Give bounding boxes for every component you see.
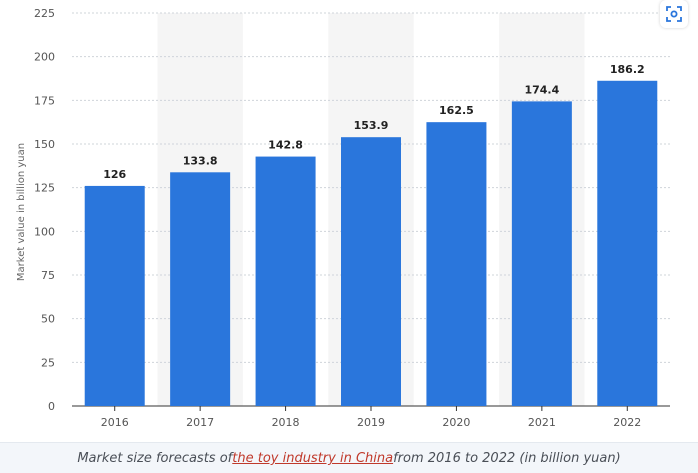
chart-caption: Market size forecasts of the toy industr… — [0, 442, 698, 473]
value-label-2016: 126 — [103, 168, 126, 181]
caption-prefix: Market size forecasts of — [77, 451, 233, 466]
bar-2018 — [255, 156, 316, 406]
value-label-2018: 142.8 — [268, 139, 303, 152]
y-tick-label: 175 — [34, 94, 55, 107]
bar-2016 — [84, 185, 145, 406]
caption-suffix: from 2016 to 2022 (in billion yuan) — [393, 451, 621, 466]
y-tick-label: 0 — [48, 400, 55, 413]
value-label-2017: 133.8 — [183, 154, 218, 167]
value-labels: 126 133.8 142.8 153.9 162.5 174.4 186.2 — [103, 63, 644, 181]
x-tick-label-2019: 2019 — [357, 416, 385, 429]
value-label-2019: 153.9 — [354, 119, 389, 132]
expand-icon — [666, 6, 682, 22]
x-tick-label-2022: 2022 — [613, 416, 641, 429]
value-label-2020: 162.5 — [439, 104, 474, 117]
x-tick-label-2016: 2016 — [101, 416, 129, 429]
y-tick-label: 125 — [34, 182, 55, 195]
y-tick-label: 75 — [41, 269, 55, 282]
y-tick-label: 50 — [41, 313, 55, 326]
bars — [84, 80, 658, 407]
expand-chart-button[interactable] — [660, 0, 688, 28]
y-tick-label: 200 — [34, 51, 55, 64]
caption-link[interactable]: the toy industry in China — [232, 451, 394, 466]
x-tick-label-2020: 2020 — [442, 416, 470, 429]
bar-2017 — [170, 172, 231, 406]
y-tick-label: 25 — [41, 356, 55, 369]
bar-2019 — [341, 137, 401, 407]
y-tick-label: 225 — [34, 7, 55, 20]
value-label-2021: 174.4 — [524, 83, 559, 96]
y-axis-ticks: 0 25 50 75 100 125 150 175 200 225 — [34, 7, 55, 413]
value-label-2022: 186.2 — [610, 63, 645, 76]
x-axis-ticks: 2016 2017 2018 2019 2020 2021 2022 — [101, 406, 641, 429]
x-tick-label-2017: 2017 — [186, 416, 214, 429]
bar-2020 — [426, 122, 487, 407]
bar-2021 — [511, 101, 572, 406]
y-tick-label: 150 — [34, 138, 55, 151]
y-axis-label: Market value in billion yuan — [16, 143, 27, 281]
x-tick-label-2021: 2021 — [528, 416, 556, 429]
bar-2022 — [597, 80, 658, 407]
x-tick-label-2018: 2018 — [272, 416, 300, 429]
y-tick-label: 100 — [34, 225, 55, 238]
